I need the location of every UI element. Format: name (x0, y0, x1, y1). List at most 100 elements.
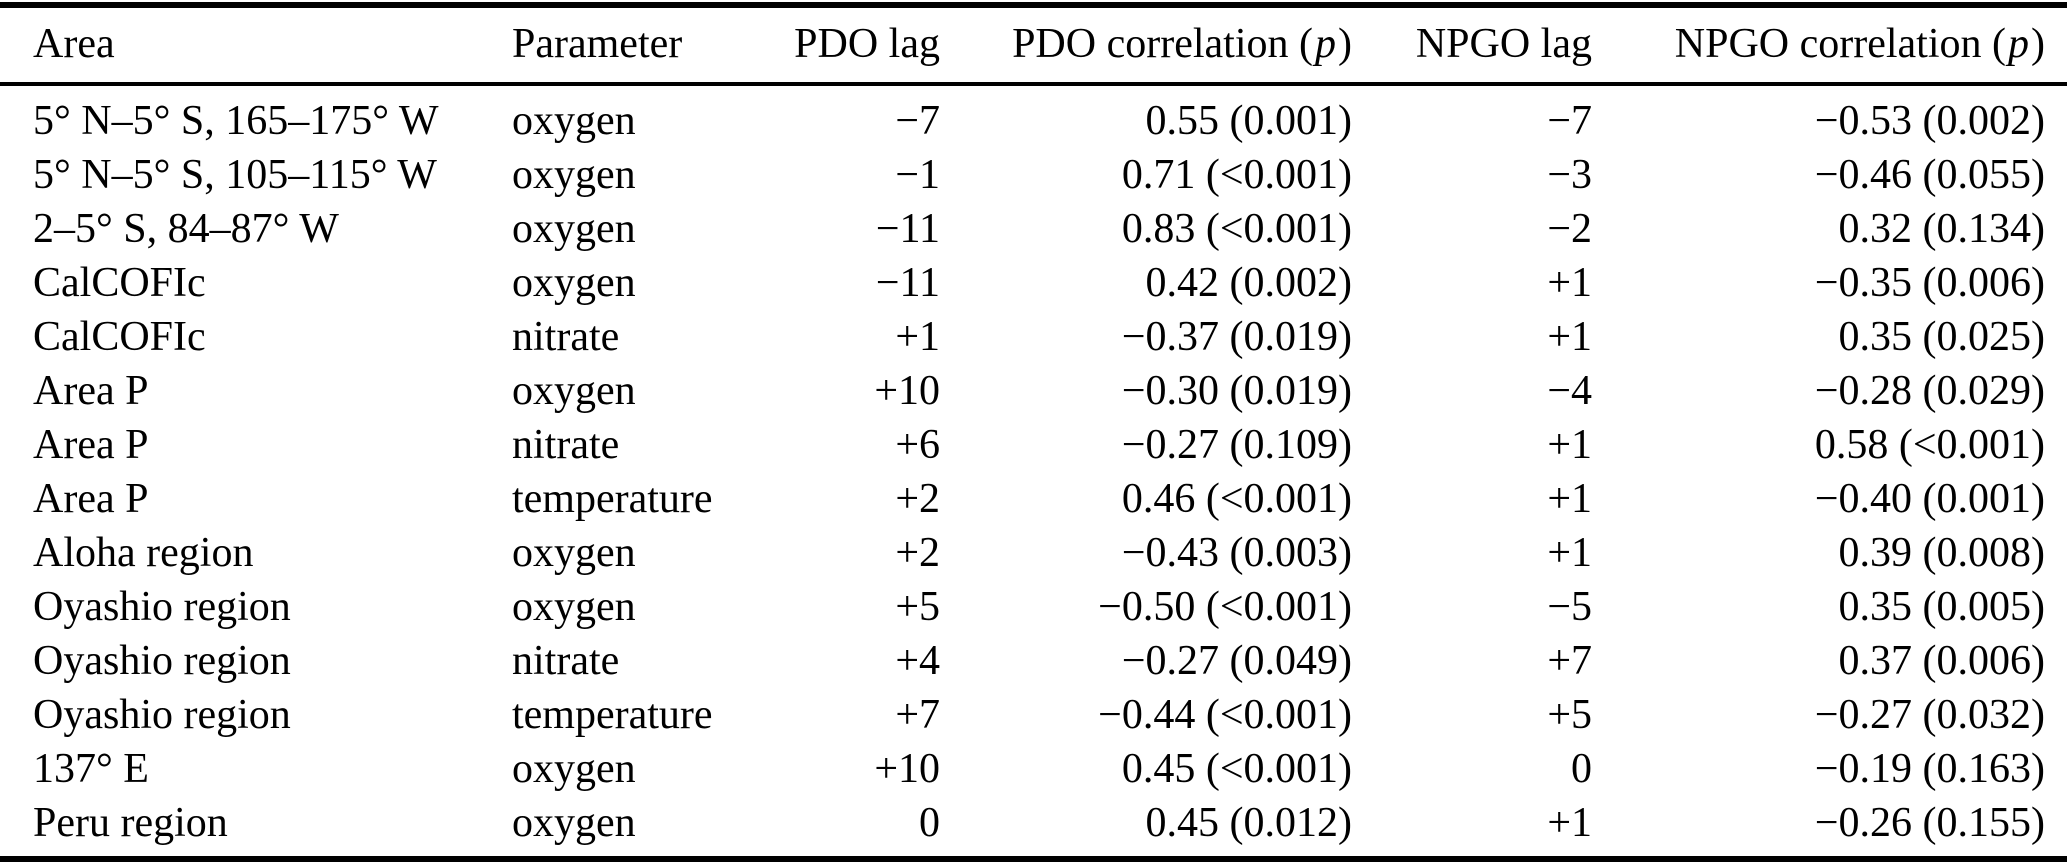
cell-parameter: oxygen (512, 206, 636, 252)
cell-pdo-lag: +5 (895, 584, 940, 630)
cell-pdo-lag: +10 (874, 746, 940, 792)
cell-area: 5° N–5° S, 165–175° W (33, 98, 439, 144)
cell-parameter: nitrate (512, 638, 620, 684)
column-header-area-label: Area (33, 21, 115, 67)
cell-area: 2–5° S, 84–87° W (33, 206, 339, 252)
table-header: Area Parameter PDO lag PDO correlation (… (0, 5, 2067, 86)
cell-npgo-correlation: 0.39 (0.008) (1838, 530, 2045, 576)
cell-parameter: nitrate (512, 422, 620, 468)
cell-npgo-correlation: −0.35 (0.006) (1814, 260, 2045, 306)
column-header-npgo-correlation: NPGO correlation (p) (1592, 5, 2067, 86)
column-header-pdo-correlation: PDO correlation (p) (940, 5, 1352, 86)
table-row: Area P nitrate +6 −0.27 (0.109) +1 0.58 (<0.0… (0, 418, 2067, 472)
cell-npgo-lag: −4 (1547, 368, 1592, 414)
cell-npgo-correlation: −0.27 (0.032) (1814, 692, 2045, 738)
cell-npgo-lag: +1 (1547, 422, 1592, 468)
cell-pdo-lag: +7 (895, 692, 940, 738)
cell-pdo-correlation: −0.30 (0.019) (1121, 368, 1352, 414)
column-header-npgo-lag: NPGO lag (1352, 5, 1592, 86)
cell-npgo-correlation: −0.28 (0.029) (1814, 368, 2045, 414)
cell-npgo-lag: +7 (1547, 638, 1592, 684)
cell-pdo-correlation: −0.37 (0.019) (1121, 314, 1352, 360)
cell-npgo-lag: −2 (1547, 206, 1592, 252)
cell-npgo-lag: +1 (1547, 476, 1592, 522)
table-row: 5° N–5° S, 165–175° W oxygen −7 0.55 (0.001… (0, 84, 2067, 148)
cell-npgo-correlation: −0.46 (0.055) (1814, 152, 2045, 198)
table-row: Area P temperature +2 0.46 (<0.001) +1 −0.40 … (0, 472, 2067, 526)
cell-npgo-lag: −7 (1547, 98, 1592, 144)
cell-area: Oyashio region (33, 584, 291, 630)
cell-npgo-lag: −3 (1547, 152, 1592, 198)
cell-npgo-lag: 0 (1571, 746, 1592, 792)
table-row: Peru region oxygen 0 0.45 (0.012) +1 −0.26 (0… (0, 796, 2067, 859)
cell-npgo-correlation: −0.40 (0.001) (1814, 476, 2045, 522)
cell-parameter: oxygen (512, 260, 636, 306)
cell-area: Area P (33, 368, 149, 414)
cell-npgo-correlation: −0.26 (0.155) (1814, 800, 2045, 846)
cell-pdo-lag: 0 (919, 800, 940, 846)
cell-pdo-lag: −7 (895, 98, 940, 144)
cell-npgo-lag: +1 (1547, 800, 1592, 846)
cell-npgo-lag: −5 (1547, 584, 1592, 630)
cell-area: 5° N–5° S, 105–115° W (33, 152, 437, 198)
table-row: Oyashio region temperature +7 −0.44 (<0.001… (0, 688, 2067, 742)
table-row: 137° E oxygen +10 0.45 (<0.001) 0 −0.19 (0.16… (0, 742, 2067, 796)
cell-area: Area P (33, 476, 149, 522)
table-row: CalCOFIc nitrate +1 −0.37 (0.019) +1 0.35 (0.… (0, 310, 2067, 364)
cell-npgo-correlation: 0.35 (0.025) (1838, 314, 2045, 360)
cell-area: Oyashio region (33, 638, 291, 684)
column-header-pdo-correlation-label: PDO correlation ( (1012, 21, 1313, 67)
column-header-pdo-lag: PDO lag (740, 5, 940, 86)
cell-pdo-lag: +10 (874, 368, 940, 414)
cell-area: Oyashio region (33, 692, 291, 738)
p-value-symbol: p (1315, 21, 1336, 67)
table-row: Aloha region oxygen +2 −0.43 (0.003) +1 0.39 … (0, 526, 2067, 580)
p-value-symbol: p (2008, 21, 2029, 67)
cell-npgo-correlation: 0.32 (0.134) (1838, 206, 2045, 252)
cell-area: Area P (33, 422, 149, 468)
column-header-npgo-correlation-paren: ) (2031, 21, 2045, 67)
cell-pdo-correlation: −0.27 (0.049) (1121, 638, 1352, 684)
header-row: Area Parameter PDO lag PDO correlation (… (0, 5, 2067, 86)
cell-npgo-correlation: 0.58 (<0.001) (1814, 422, 2045, 468)
cell-pdo-lag: −1 (895, 152, 940, 198)
cell-pdo-correlation: 0.55 (0.001) (1145, 98, 1352, 144)
cell-area: CalCOFIc (33, 260, 206, 306)
column-header-npgo-correlation-label: NPGO correlation ( (1674, 21, 2006, 67)
table-row: 2–5° S, 84–87° W oxygen −11 0.83 (<0.001) −2… (0, 202, 2067, 256)
cell-pdo-lag: −11 (875, 260, 940, 306)
cell-area: CalCOFIc (33, 314, 206, 360)
cell-area: Aloha region (33, 530, 254, 576)
cell-pdo-lag: +2 (895, 476, 940, 522)
table-row: 5° N–5° S, 105–115° W oxygen −1 0.71 (<0.00… (0, 148, 2067, 202)
cell-parameter: oxygen (512, 800, 636, 846)
cell-pdo-correlation: 0.45 (0.012) (1145, 800, 1352, 846)
cell-npgo-lag: +5 (1547, 692, 1592, 738)
cell-area: 137° E (33, 746, 149, 792)
column-header-parameter: Parameter (480, 5, 740, 86)
cell-npgo-correlation: −0.19 (0.163) (1814, 746, 2045, 792)
cell-npgo-lag: +1 (1547, 314, 1592, 360)
cell-parameter: oxygen (512, 152, 636, 198)
cell-area: Peru region (33, 800, 228, 846)
cell-pdo-correlation: 0.83 (<0.001) (1121, 206, 1352, 252)
cell-parameter: temperature (512, 692, 713, 738)
cell-parameter: nitrate (512, 314, 620, 360)
cell-npgo-lag: +1 (1547, 260, 1592, 306)
cell-parameter: oxygen (512, 584, 636, 630)
cell-npgo-correlation: 0.35 (0.005) (1838, 584, 2045, 630)
cell-pdo-correlation: −0.44 (<0.001) (1098, 692, 1352, 738)
table-body: 5° N–5° S, 165–175° W oxygen −7 0.55 (0.001… (0, 84, 2067, 859)
cell-parameter: oxygen (512, 746, 636, 792)
table-row: Area P oxygen +10 −0.30 (0.019) −4 −0.28 (0.0… (0, 364, 2067, 418)
cell-parameter: temperature (512, 476, 713, 522)
cell-npgo-lag: +1 (1547, 530, 1592, 576)
cell-pdo-lag: +4 (895, 638, 940, 684)
cell-pdo-correlation: 0.46 (<0.001) (1121, 476, 1352, 522)
cell-npgo-correlation: 0.37 (0.006) (1838, 638, 2045, 684)
column-header-pdo-lag-label: PDO lag (794, 21, 940, 67)
cell-pdo-lag: −11 (875, 206, 940, 252)
cell-pdo-correlation: 0.42 (0.002) (1145, 260, 1352, 306)
cell-pdo-lag: +6 (895, 422, 940, 468)
